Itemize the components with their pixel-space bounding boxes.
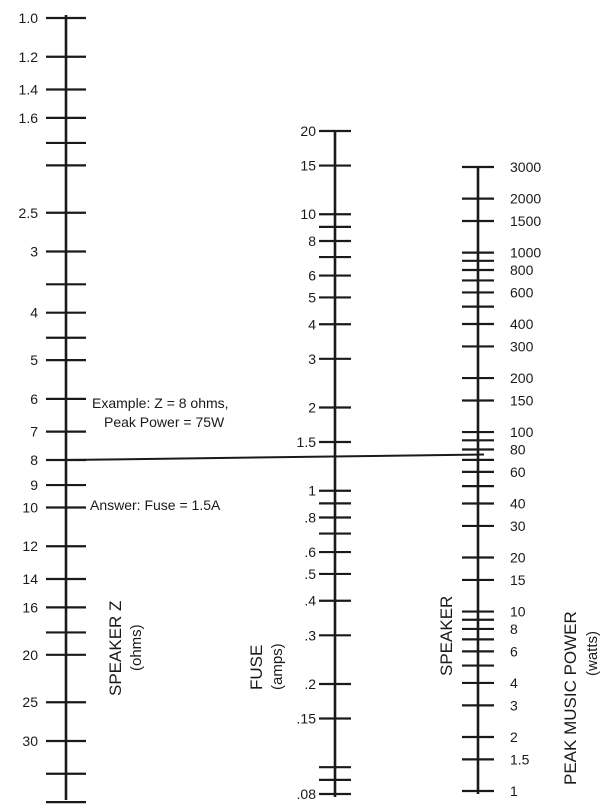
fuse-label-4: 4 bbox=[308, 316, 316, 332]
fuse-label-p6: .6 bbox=[304, 544, 316, 560]
speaker-z-label-30: 30 bbox=[22, 733, 38, 749]
fuse-label-p08: .08 bbox=[297, 786, 317, 802]
speaker-z-label-20: 20 bbox=[22, 647, 38, 663]
speaker-z-label-6: 6 bbox=[30, 391, 38, 407]
fuse-label-20: 20 bbox=[300, 123, 316, 139]
fuse-label-p5: .5 bbox=[304, 566, 316, 582]
speaker-z-label-1p0: 1.0 bbox=[19, 10, 39, 26]
fuse-title: FUSE bbox=[247, 645, 266, 690]
speaker-z-axis: 1.0 1.2 1.4 1.6 2.5 3 4 5 6 7 8 9 10 12 14 16 20 25 30 bbox=[19, 10, 86, 804]
power-label-60: 60 bbox=[510, 464, 526, 480]
power-label-200: 200 bbox=[510, 370, 534, 386]
speaker-z-label-25: 25 bbox=[22, 694, 38, 710]
power-label-20: 20 bbox=[510, 550, 526, 566]
fuse-label-2: 2 bbox=[308, 399, 316, 415]
power-label-800: 800 bbox=[510, 262, 534, 278]
fuse-label-p3: .3 bbox=[304, 627, 316, 643]
speaker-z-label-12: 12 bbox=[22, 538, 38, 554]
power-label-600: 600 bbox=[510, 284, 534, 300]
fuse-label-1: 1 bbox=[308, 483, 316, 499]
power-label-2000: 2000 bbox=[510, 191, 541, 207]
fuse-label-p8: .8 bbox=[304, 510, 316, 526]
power-label-3: 3 bbox=[510, 697, 518, 713]
power-label-150: 150 bbox=[510, 392, 534, 408]
power-title-peak: PEAK MUSIC POWER bbox=[561, 611, 580, 785]
speaker-z-label-14: 14 bbox=[22, 571, 38, 587]
fuse-label-p15: .15 bbox=[297, 711, 317, 727]
speaker-z-label-4: 4 bbox=[30, 305, 38, 321]
power-title-speaker: SPEAKER bbox=[437, 596, 456, 676]
power-label-3000: 3000 bbox=[510, 159, 541, 175]
example-line-1: Example: Z = 8 ohms, bbox=[92, 395, 229, 411]
speaker-z-label-1p4: 1.4 bbox=[19, 82, 39, 98]
power-label-40: 40 bbox=[510, 495, 526, 511]
speaker-z-label-10: 10 bbox=[22, 499, 38, 515]
power-label-1p5: 1.5 bbox=[510, 751, 530, 767]
power-label-1500: 1500 bbox=[510, 213, 541, 229]
speaker-z-label-3: 3 bbox=[30, 244, 38, 260]
power-label-15: 15 bbox=[510, 572, 526, 588]
power-label-2: 2 bbox=[510, 729, 518, 745]
power-unit: (watts) bbox=[584, 631, 601, 676]
speaker-z-label-1p2: 1.2 bbox=[19, 49, 39, 65]
example-isopleth-line bbox=[65, 453, 485, 462]
speaker-z-label-8: 8 bbox=[30, 452, 38, 468]
fuse-label-5: 5 bbox=[308, 289, 316, 305]
power-label-1: 1 bbox=[510, 783, 518, 799]
speaker-z-label-1p6: 1.6 bbox=[19, 110, 39, 126]
power-label-300: 300 bbox=[510, 338, 534, 354]
fuse-label-1p5: 1.5 bbox=[297, 434, 317, 450]
power-label-6: 6 bbox=[510, 643, 518, 659]
speaker-z-label-9: 9 bbox=[30, 477, 38, 493]
fuse-label-p4: .4 bbox=[304, 593, 316, 609]
fuse-label-p2: .2 bbox=[304, 676, 316, 692]
example-line-2: Peak Power = 75W bbox=[104, 414, 225, 430]
power-label-30: 30 bbox=[510, 518, 526, 534]
fuse-label-3: 3 bbox=[308, 351, 316, 367]
answer-text: Answer: Fuse = 1.5A bbox=[90, 497, 221, 513]
fuse-axis: 20 15 10 8 6 5 4 3 2 1.5 1 .8 .6 .5 .4 .3 .2 .15 .08 bbox=[297, 123, 351, 802]
power-label-8: 8 bbox=[510, 621, 518, 637]
fuse-unit: (amps) bbox=[269, 643, 286, 690]
speaker-z-label-16: 16 bbox=[22, 599, 38, 615]
power-label-100: 100 bbox=[510, 424, 534, 440]
speaker-z-label-7: 7 bbox=[30, 424, 38, 440]
power-label-10: 10 bbox=[510, 604, 526, 620]
power-label-80: 80 bbox=[510, 441, 526, 457]
speaker-z-label-2p5: 2.5 bbox=[19, 205, 39, 221]
speaker-z-title: SPEAKER Z bbox=[106, 601, 125, 696]
fuse-label-6: 6 bbox=[308, 268, 316, 284]
fuse-label-15: 15 bbox=[300, 158, 316, 174]
power-label-1000: 1000 bbox=[510, 245, 541, 261]
power-label-400: 400 bbox=[510, 316, 534, 332]
fuse-label-8: 8 bbox=[308, 233, 316, 249]
speaker-z-unit: (ohms) bbox=[128, 624, 145, 671]
fuse-label-10: 10 bbox=[300, 206, 316, 222]
power-label-4: 4 bbox=[510, 675, 518, 691]
speaker-z-label-5: 5 bbox=[30, 352, 38, 368]
